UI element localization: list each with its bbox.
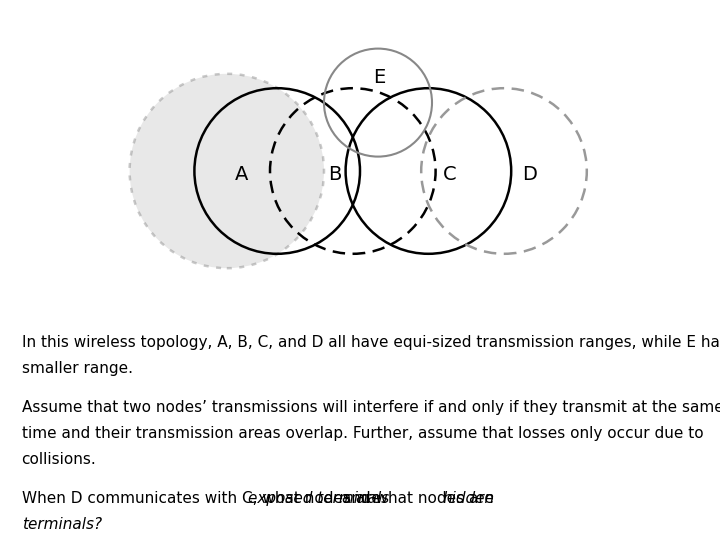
Text: E: E xyxy=(373,68,386,87)
Text: B: B xyxy=(328,165,341,184)
Text: hidden: hidden xyxy=(442,491,494,507)
Circle shape xyxy=(130,74,324,268)
Text: D: D xyxy=(522,165,536,184)
Text: time and their transmission areas overlap. Further, assume that losses only occu: time and their transmission areas overla… xyxy=(22,426,703,441)
Text: In this wireless topology, A, B, C, and D all have equi-sized transmission range: In this wireless topology, A, B, C, and … xyxy=(22,335,720,350)
Text: exposed terminals: exposed terminals xyxy=(248,491,389,507)
Text: C: C xyxy=(444,165,456,184)
Text: terminals?: terminals? xyxy=(22,517,102,532)
Text: Assume that two nodes’ transmissions will interfere if and only if they transmit: Assume that two nodes’ transmissions wil… xyxy=(22,400,720,415)
Text: collisions.: collisions. xyxy=(22,452,96,467)
Text: When D communicates with C, what nodes are: When D communicates with C, what nodes a… xyxy=(22,491,385,507)
Text: smaller range.: smaller range. xyxy=(22,361,132,376)
Text: A: A xyxy=(235,165,248,184)
Text: and what nodes are: and what nodes are xyxy=(337,491,499,507)
